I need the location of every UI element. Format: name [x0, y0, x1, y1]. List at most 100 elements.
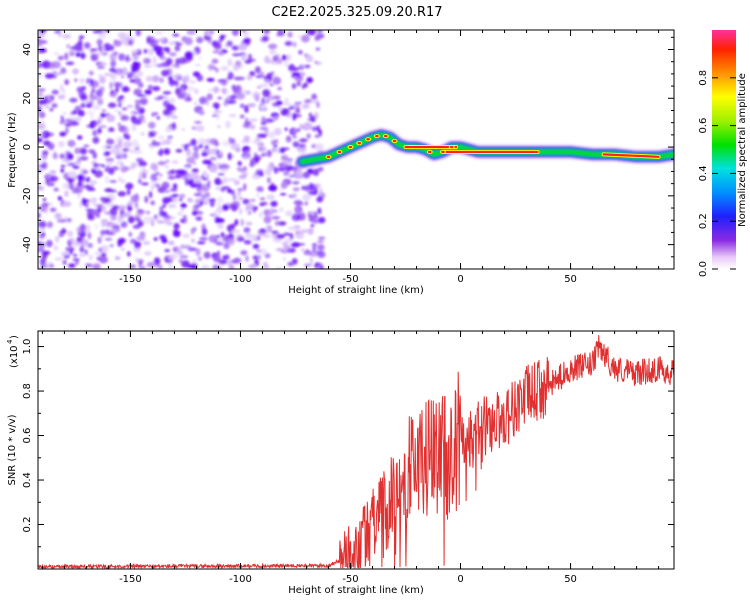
- noise-speck: [278, 105, 283, 112]
- noise-speck: [249, 199, 256, 202]
- noise-speck: [304, 201, 308, 206]
- noise-speck: [75, 260, 79, 265]
- noise-speck: [280, 108, 289, 116]
- noise-speck: [245, 117, 249, 124]
- noise-speck: [215, 103, 219, 111]
- noise-speck: [284, 41, 293, 46]
- noise-speck: [238, 167, 245, 173]
- noise-speck: [128, 216, 135, 224]
- noise-speck: [97, 97, 104, 106]
- y-tick-label: -40: [22, 236, 33, 252]
- noise-speck: [315, 33, 325, 39]
- noise-speck: [245, 221, 253, 226]
- noise-speck: [245, 233, 253, 239]
- noise-speck: [150, 173, 158, 182]
- noise-speck: [107, 102, 117, 109]
- noise-speck: [186, 30, 196, 35]
- noise-speck: [102, 206, 106, 212]
- noise-speck: [273, 115, 279, 121]
- noise-speck: [89, 48, 98, 52]
- noise-speck: [152, 86, 161, 92]
- noise-speck: [172, 33, 180, 37]
- noise-speck: [201, 228, 208, 236]
- noise-speck: [63, 52, 69, 61]
- noise-speck: [192, 211, 198, 216]
- noise-speck: [103, 197, 112, 204]
- x-tick-label: 50: [564, 574, 577, 585]
- noise-speck: [189, 178, 195, 186]
- spectrogram-x-ticks: -150 -100 -50 0 50: [41, 30, 660, 285]
- noise-speck: [180, 244, 185, 250]
- noise-speck: [134, 102, 141, 111]
- noise-speck: [266, 149, 272, 158]
- colorbar: 0.0 0.2 0.4 0.6 0.8 Normalized spectral ampl…: [698, 30, 748, 277]
- noise-speck: [143, 65, 152, 68]
- noise-speck: [218, 259, 228, 265]
- noise-speck: [38, 71, 44, 79]
- noise-speck: [73, 241, 82, 247]
- y-tick-label: 0.2: [22, 517, 33, 533]
- noise-speck: [110, 89, 114, 95]
- noise-speck: [58, 33, 62, 37]
- noise-speck: [258, 145, 267, 153]
- noise-speck: [77, 191, 81, 199]
- noise-speck: [299, 144, 307, 148]
- noise-speck: [46, 221, 54, 228]
- noise-speck: [240, 54, 249, 61]
- noise-speck: [195, 211, 204, 215]
- noise-speck: [285, 135, 292, 143]
- noise-speck: [58, 141, 65, 148]
- noise-speck: [91, 104, 101, 111]
- noise-speck: [41, 161, 48, 170]
- noise-speck: [227, 260, 233, 268]
- noise-speck: [293, 114, 302, 118]
- noise-speck: [299, 64, 306, 67]
- noise-speck: [231, 223, 236, 228]
- noise-speck: [230, 142, 240, 150]
- ridge-blob: [392, 139, 397, 143]
- noise-speck: [72, 68, 79, 75]
- noise-speck: [243, 37, 251, 44]
- snr-y-ticks: 0.2 0.4 0.6 0.8 1.0: [22, 339, 674, 548]
- noise-speck: [87, 231, 92, 240]
- noise-speck: [67, 139, 76, 148]
- noise-speck: [81, 197, 86, 206]
- noise-speck: [123, 132, 129, 139]
- noise-speck: [262, 89, 271, 98]
- noise-speck: [209, 156, 217, 161]
- noise-speck: [168, 41, 175, 46]
- noise-speck: [79, 156, 89, 161]
- noise-speck: [257, 253, 261, 259]
- noise-speck: [294, 75, 304, 82]
- noise-speck: [279, 147, 286, 154]
- noise-speck: [131, 124, 137, 132]
- noise-speck: [214, 139, 218, 147]
- noise-speck: [314, 60, 318, 64]
- noise-speck: [119, 71, 128, 76]
- noise-speck: [183, 74, 190, 82]
- noise-speck: [143, 49, 148, 54]
- noise-speck: [120, 180, 126, 183]
- noise-speck: [252, 234, 258, 239]
- noise-speck: [92, 130, 97, 136]
- noise-speck: [280, 154, 289, 162]
- noise-speck: [38, 90, 44, 98]
- noise-speck: [128, 39, 134, 46]
- noise-speck: [155, 63, 164, 68]
- noise-speck: [245, 203, 255, 209]
- spectrogram-ridge: [295, 127, 674, 169]
- noise-speck: [293, 192, 297, 198]
- noise-speck: [85, 111, 95, 115]
- noise-speck: [220, 232, 225, 238]
- noise-speck: [134, 99, 141, 103]
- noise-speck: [223, 101, 229, 107]
- noise-speck: [179, 255, 189, 259]
- noise-speck: [266, 194, 275, 201]
- noise-speck: [72, 258, 80, 261]
- noise-speck: [272, 237, 283, 243]
- noise-speck: [60, 67, 67, 74]
- noise-speck: [261, 133, 269, 136]
- noise-speck: [79, 240, 84, 244]
- x-tick-label: -100: [229, 574, 252, 585]
- noise-speck: [305, 249, 310, 253]
